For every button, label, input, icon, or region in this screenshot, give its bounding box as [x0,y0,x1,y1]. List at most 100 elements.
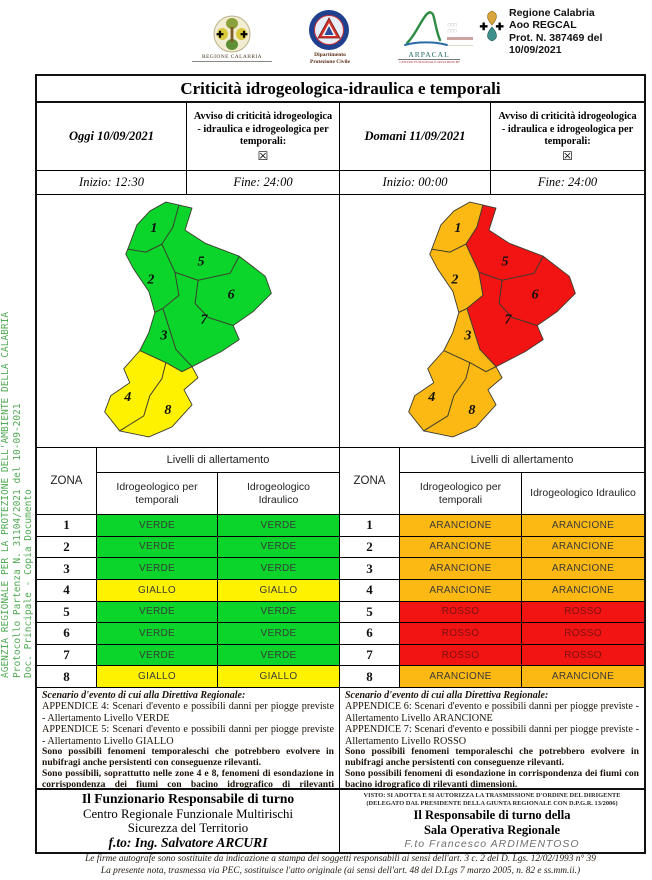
table-row: 8 ARANCIONE ARANCIONE [340,666,644,687]
header-logo-strip: ✚ ✚ Regione Calabria Aoo REGCAL Prot. N.… [0,0,652,74]
svg-text:✚: ✚ [496,22,505,33]
today-fine: Fine: 24:00 [187,171,340,194]
map-zone-label: 5 [198,253,205,269]
today-avviso-label: Avviso di criticità idrogeologica - idra… [193,111,333,148]
footer-line: La presente nota, trasmessa via PEC, sos… [100,866,581,877]
scenario-warning: Sono possibili fenomeni di esondazione i… [345,768,639,788]
col-idraulico-header: Idrogeologico Idraulico [530,487,636,500]
protocol-line: Prot. N. 387469 del 10/09/2021 [509,31,603,57]
alert-table-domani: ZONA Livelli di allertamento Idrogeologi… [340,448,644,687]
map-today: 1 2 3 4 5 6 7 8 [104,201,272,438]
table-row: 6 ROSSO ROSSO [340,623,644,645]
alert-table-body: 1 ARANCIONE ARANCIONE 2 ARANCIONE ARANCIONE … [340,515,644,687]
map-zone-label: 4 [427,389,435,405]
map-zone-label: 1 [454,220,461,236]
map-zone-label: 2 [450,271,458,287]
scenario-appendice: APPENDICE 6: Scenari d'evento e possibil… [345,701,639,724]
protocol-header: Regione Calabria Aoo REGCAL Prot. N. 387… [509,7,651,57]
zona-header: ZONA [340,448,400,514]
side-stamp-line: AGENZIA REGIONALE PER LA PROTEZIONE DELL… [0,311,11,678]
protezione-civile-caption: Dipartimento Protezione Civile [309,52,351,65]
signer-name-handwritten: F.to Francesco ARDIMENTOSO [404,837,580,850]
checkbox-checked-icon: ☒ [257,148,269,163]
page-title: Criticità idrogeologica-idraulica e temp… [37,76,644,103]
arpacal-logo-icon [404,11,448,46]
signer-name: f.to: Ing. Salvatore ARCURI [108,835,268,851]
map-zone-label: 8 [468,402,475,418]
col-temporali-header: Idrogeologico per temporali [400,473,522,514]
col-idraulico-header: Idrogeologico Idraulico [246,481,311,506]
map-zone-label: 1 [150,220,157,236]
zona-header: ZONA [37,448,97,514]
alert-table-header: ZONA Livelli di allertamento Idrogeologi… [340,448,644,515]
map-zone-label: 4 [123,389,131,405]
svg-text:✚: ✚ [240,30,248,40]
alert-tables-row: ZONA Livelli di allertamento Idrogeologi… [37,448,644,688]
signature-left: Il Funzionario Responsabile di turno Cen… [37,790,340,852]
domani-fine: Fine: 24:00 [537,175,598,189]
footer-notes: Le firme autografe sono sostituite da in… [35,853,646,877]
map-zone-label: 6 [228,286,236,302]
visto-note: VISTO: SI ADOTTA E SI AUTORIZZA LA TRASM… [363,792,621,800]
map-zone-label: 3 [463,328,471,344]
svg-text:✚: ✚ [216,30,224,40]
checkbox-checked-icon: ☒ [562,148,573,163]
map-zone-label: 8 [164,402,171,418]
table-row: 2 ARANCIONE ARANCIONE [340,536,644,559]
signature-right: VISTO: SI ADOTTA E SI AUTORIZZA LA TRASM… [340,790,644,852]
domani-date-cell: Domani 11/09/2021 [340,103,491,170]
signer-role: Il Responsabile di turno della [413,808,571,823]
scenario-warning: Sono possibili, soprattutto nelle zone 4… [42,768,334,788]
map-today-zone-8 [119,362,199,438]
map-domani-panel: 1 2 3 4 5 6 7 8 [340,195,644,447]
table-row: 1 VERDE VERDE [37,515,339,537]
maps-row: 1 2 3 4 5 6 7 8 [37,195,644,448]
table-row: 2 VERDE VERDE [37,536,339,559]
protocol-line: Aoo REGCAL [509,19,577,32]
domani-avviso-cell: Avviso di criticità idrogeologica - idra… [491,103,644,170]
scenario-today: Scenario d'evento di cui alla Direttiva … [37,688,340,788]
table-row: 1 ARANCIONE ARANCIONE [340,515,644,537]
bulletin-table: Criticità idrogeologica-idraulica e temp… [35,74,646,854]
regione-calabria-small-logo-icon: ✚ ✚ [480,10,505,42]
visto-note: (DELEGATO DAL PRESIDENTE DELLA GIUNTA RE… [366,800,618,808]
table-row: 8 GIALLO GIALLO [37,666,339,687]
arpacal-caption: ARPACAL [398,50,460,60]
table-row: 7 VERDE VERDE [37,644,339,667]
arpacal-subcaption: CENTRO FUNZIONALE MULTIRISCHI [399,60,460,64]
today-date: Oggi 10/09/2021 [68,129,155,143]
map-domani-zone-8 [423,362,503,438]
scenario-heading: Scenario d'evento di cui alla Direttiva … [42,690,246,701]
scenario-warning: Sono possibili fenomeni temporaleschi ch… [42,746,334,769]
alert-table-today: ZONA Livelli di allertamento Idrogeologi… [37,448,340,687]
signer-office: Centro Regionale Funzionale Multirischi [82,806,294,821]
side-protocol-stamp: AGENZIA REGIONALE PER LA PROTEZIONE DELL… [0,258,34,678]
faded-stamp: ○○○ ○○ ○ [447,21,481,50]
scenario-appendice: APPENDICE 7: Scenari d'evento e possibil… [345,724,639,747]
table-row: 3 ARANCIONE ARANCIONE [340,558,644,580]
table-row: 5 ROSSO ROSSO [340,601,644,624]
signer-office: Sicurezza del Territorio [127,820,249,835]
regione-calabria-logo-icon: ✚ ✚ [213,15,251,53]
map-zone-label: 2 [146,271,154,287]
map-zone-label: 6 [532,286,540,302]
table-row: 5 VERDE VERDE [37,601,339,624]
scenario-row: Scenario d'evento di cui alla Direttiva … [37,688,644,790]
scenario-domani: Scenario d'evento di cui alla Direttiva … [340,688,644,788]
today-avviso-cell: Avviso di criticità idrogeologica - idra… [187,103,340,170]
livelli-header: Livelli di allertamento [400,448,644,473]
table-row: 6 VERDE VERDE [37,623,339,645]
table-row: 4 GIALLO GIALLO [37,579,339,602]
scenario-appendice: APPENDICE 5: Scenari d'evento e possibil… [42,724,334,747]
protocol-line: Regione Calabria [509,7,595,19]
alert-table-header: ZONA Livelli di allertamento Idrogeologi… [37,448,339,515]
map-zone-label: 5 [502,253,509,269]
forecast-header-row: Oggi 10/09/2021 Avviso di criticità idro… [37,103,644,171]
side-stamp-line: Doc. Principale - Copia Documento [23,489,35,678]
today-date-cell: Oggi 10/09/2021 [37,103,187,170]
svg-text:✚: ✚ [480,22,489,33]
map-zone-label: 3 [159,328,167,344]
side-stamp-line: Protocollo Partenza N. 31104/2021 del 10… [11,403,23,678]
map-domani: 1 2 3 4 5 6 7 8 [408,201,576,438]
livelli-header: Livelli di allertamento [97,448,339,473]
